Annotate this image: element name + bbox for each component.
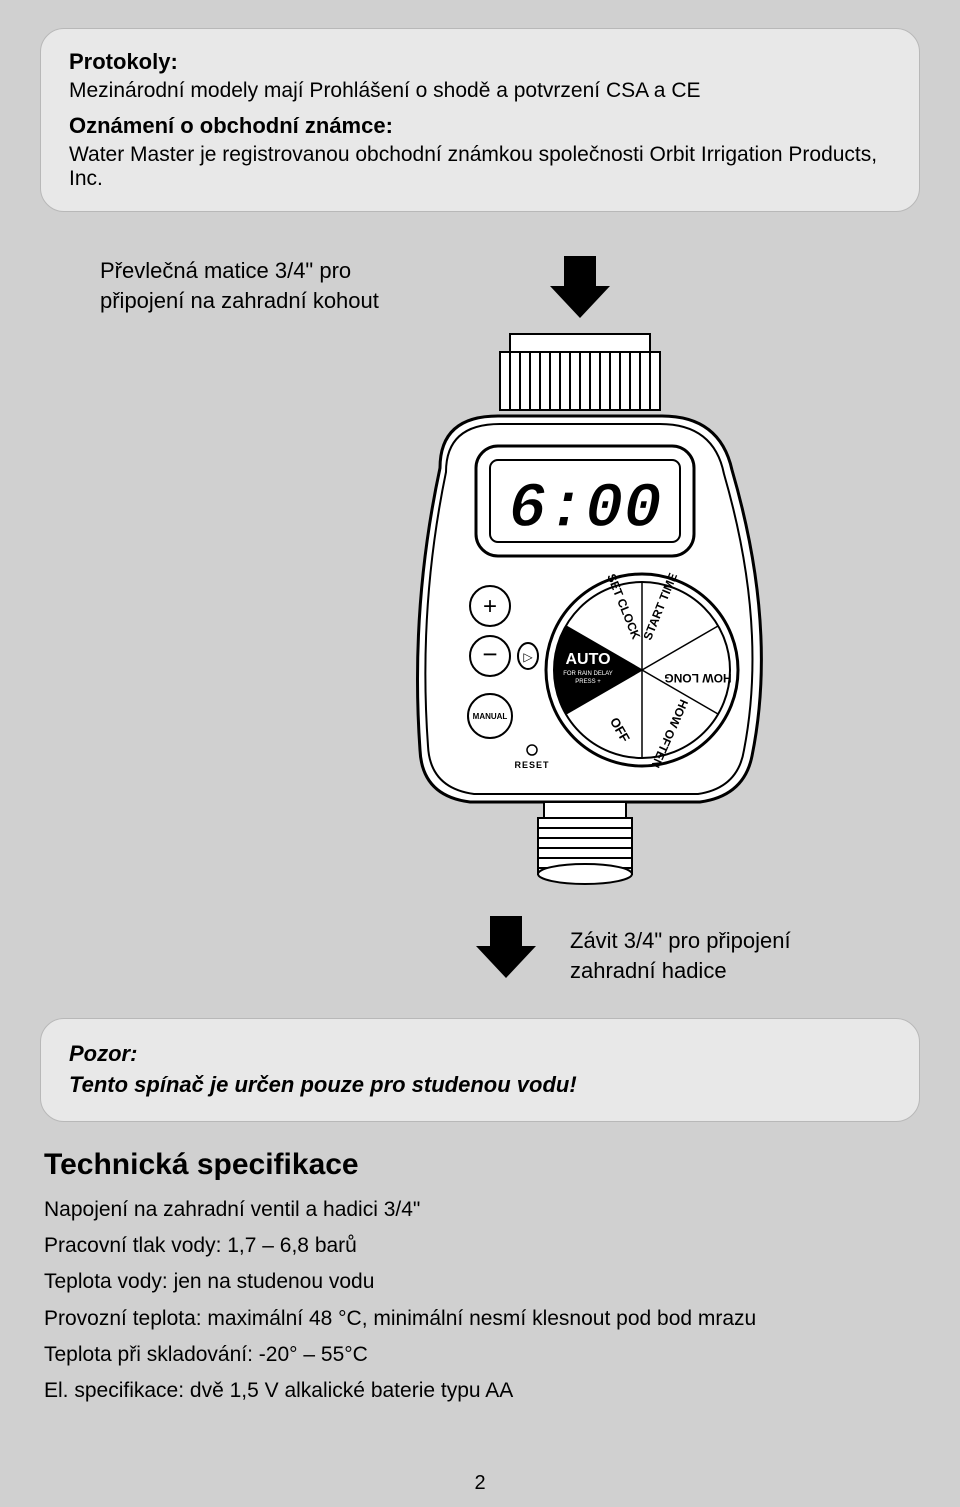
mode-dial[interactable]: AUTO FOR RAIN DELAY PRESS + SET CLOCK ST… [546, 571, 738, 770]
spec-line: Napojení na zahradní ventil a hadici 3/4… [44, 1196, 920, 1224]
device-diagram-section: Převlečná matice 3/4" pro připojení na z… [40, 248, 920, 1018]
dial-auto-sub1: FOR RAIN DELAY [563, 671, 613, 677]
warning-line2: Tento spínač je určen pouze pro studenou… [69, 1070, 891, 1101]
plus-button[interactable]: + [470, 586, 510, 626]
svg-text:+: + [483, 593, 497, 620]
trademark-label: Oznámení o obchodní známce: [69, 113, 891, 139]
svg-text:RESET: RESET [514, 760, 549, 770]
tech-spec-title: Technická specifikace [44, 1148, 920, 1182]
enter-button[interactable]: ▷ [518, 643, 538, 669]
svg-text:−: − [482, 639, 497, 669]
page-number: 2 [0, 1472, 960, 1495]
warning-callout: Pozor: Tento spínač je určen pouze pro s… [40, 1018, 920, 1122]
svg-text:MANUAL: MANUAL [473, 712, 508, 721]
coupling-nut-label: Převlečná matice 3/4" pro připojení na z… [100, 256, 380, 315]
dial-auto-sub2: PRESS + [575, 679, 601, 685]
protocols-callout: Protokoly: Mezinárodní modely mají Prohl… [40, 28, 920, 212]
arrow-down-bottom-icon [476, 916, 536, 978]
spec-line: Pracovní tlak vody: 1,7 – 6,8 barů [44, 1232, 920, 1260]
spec-line: Provozní teplota: maximální 48 °C, minim… [44, 1305, 920, 1333]
hose-thread [538, 802, 632, 884]
minus-button[interactable]: − [470, 636, 510, 676]
tech-spec-section: Technická specifikace Napojení na zahrad… [40, 1148, 920, 1406]
protocols-text: Mezinárodní modely mají Prohlášení o sho… [69, 79, 891, 103]
display-time: 6:00 [508, 474, 662, 546]
trademark-text: Water Master je registrovanou obchodní z… [69, 143, 891, 191]
protocols-label: Protokoly: [69, 49, 891, 75]
hose-thread-label: Závit 3/4" pro připojení zahradní hadice [570, 926, 850, 985]
arrow-down-top-icon [550, 256, 610, 318]
dial-how-long: HOW LONG [664, 671, 731, 685]
svg-text:▷: ▷ [523, 650, 533, 664]
spec-line: El. specifikace: dvě 1,5 V alkalické bat… [44, 1377, 920, 1405]
warning-line1: Pozor: [69, 1039, 891, 1070]
spec-line: Teplota vody: jen na studenou vodu [44, 1268, 920, 1296]
timer-device-illustration: 6:00 + − ▷ MANUAL RESET [380, 248, 780, 1008]
manual-button[interactable]: MANUAL [468, 694, 512, 738]
dial-auto-label: AUTO [565, 651, 610, 668]
lcd-display: 6:00 [476, 446, 694, 556]
spec-line: Teplota při skladování: -20° – 55°C [44, 1341, 920, 1369]
